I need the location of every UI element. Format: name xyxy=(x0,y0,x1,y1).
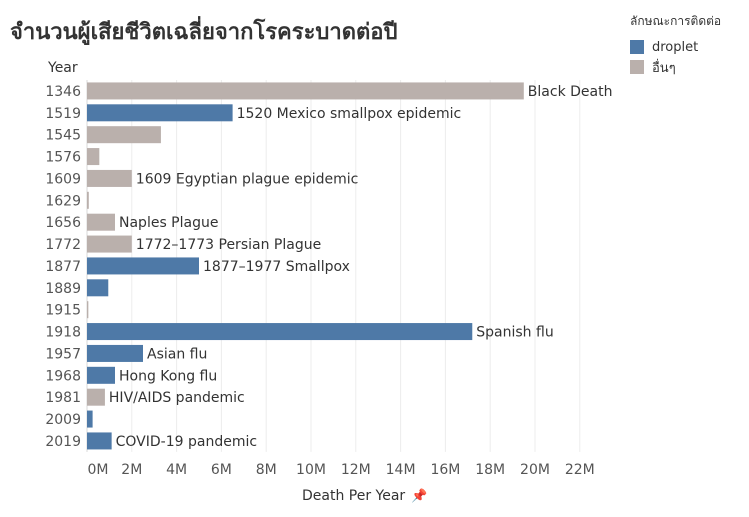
bar-1576[interactable] xyxy=(87,148,100,166)
bar-1346[interactable] xyxy=(87,82,524,100)
bar-1519[interactable] xyxy=(87,104,233,122)
data-label-1981: HIV/AIDS pandemic xyxy=(109,390,245,406)
x-tick-label-7: 14M xyxy=(386,462,416,478)
pin-icon[interactable]: 📌 xyxy=(411,489,428,504)
y-tick-label-1772: 1772 xyxy=(45,237,81,253)
legend-label-other: อื่นๆ xyxy=(652,60,676,76)
legend-label-droplet: droplet xyxy=(652,39,699,55)
y-tick-label-1629: 1629 xyxy=(45,193,81,209)
y-tick-label-1957: 1957 xyxy=(45,346,81,362)
bar-1877[interactable] xyxy=(87,257,199,275)
legend: ลักษณะการติดต่อ droplet อื่นๆ xyxy=(630,12,721,77)
y-tick-label-2009: 2009 xyxy=(45,412,81,428)
data-label-1519: 1520 Mexico smallpox epidemic xyxy=(237,106,462,122)
bar-1957[interactable] xyxy=(87,344,143,362)
x-tick-label-11: 22M xyxy=(565,462,595,478)
y-tick-label-1981: 1981 xyxy=(45,390,81,406)
x-tick-label-1: 2M xyxy=(121,462,142,478)
bar-1915[interactable] xyxy=(87,301,89,319)
data-label-1957: Asian flu xyxy=(147,346,207,362)
data-label-1609: 1609 Egyptian plague epidemic xyxy=(136,171,359,187)
data-label-1877: 1877–1977 Smallpox xyxy=(203,259,350,275)
x-tick-label-5: 10M xyxy=(296,462,326,478)
y-tick-label-1656: 1656 xyxy=(45,215,81,231)
y-tick-label-1346: 1346 xyxy=(45,84,81,100)
data-label-2019: COVID-19 pandemic xyxy=(116,434,257,450)
y-tick-label-1918: 1918 xyxy=(45,325,81,341)
data-label-1772: 1772–1773 Persian Plague xyxy=(136,237,321,253)
bar-2019[interactable] xyxy=(87,432,112,450)
y-tick-label-1889: 1889 xyxy=(45,281,81,297)
y-tick-label-1519: 1519 xyxy=(45,106,81,122)
y-tick-label-1545: 1545 xyxy=(45,128,81,144)
y-tick-label-1968: 1968 xyxy=(45,368,81,384)
x-tick-label-0: 0M xyxy=(88,462,109,478)
bar-1918[interactable] xyxy=(87,323,473,341)
x-tick-label-3: 6M xyxy=(211,462,232,478)
data-label-1918: Spanish flu xyxy=(476,325,553,341)
x-tick-label-9: 18M xyxy=(475,462,505,478)
bar-1629[interactable] xyxy=(87,191,89,209)
legend-swatch-other xyxy=(630,60,644,74)
data-label-1968: Hong Kong flu xyxy=(119,368,217,384)
y-tick-label-1576: 1576 xyxy=(45,150,81,166)
y-tick-label-2019: 2019 xyxy=(45,434,81,450)
bar-1889[interactable] xyxy=(87,279,109,297)
bar-1968[interactable] xyxy=(87,366,115,384)
y-tick-label-1609: 1609 xyxy=(45,171,81,187)
bar-1656[interactable] xyxy=(87,213,115,231)
bar-1545[interactable] xyxy=(87,126,161,144)
x-axis-label-text: Death Per Year xyxy=(302,488,406,504)
x-tick-label-10: 20M xyxy=(520,462,550,478)
x-tick-label-4: 8M xyxy=(256,462,277,478)
x-tick-label-2: 4M xyxy=(166,462,187,478)
x-tick-label-8: 16M xyxy=(430,462,460,478)
y-tick-label-1877: 1877 xyxy=(45,259,81,275)
year-axis-header: Year xyxy=(48,60,78,76)
bar-1772[interactable] xyxy=(87,235,132,253)
legend-title: ลักษณะการติดต่อ xyxy=(630,14,722,28)
legend-item-droplet[interactable]: droplet xyxy=(630,37,721,57)
data-label-1346: Black Death xyxy=(528,84,613,100)
y-tick-label-1915: 1915 xyxy=(45,303,81,319)
bar-2009[interactable] xyxy=(87,410,93,428)
x-tick-label-6: 12M xyxy=(341,462,371,478)
x-axis-label: Death Per Year 📌 xyxy=(302,488,427,504)
bar-1981[interactable] xyxy=(87,388,105,406)
legend-swatch-droplet xyxy=(630,40,644,54)
data-label-1656: Naples Plague xyxy=(119,215,218,231)
chart-title: จำนวนผู้เสียชีวิตเฉลี่ยจากโรคระบาดต่อปี xyxy=(10,20,398,45)
legend-item-other[interactable]: อื่นๆ xyxy=(630,57,721,77)
bar-1609[interactable] xyxy=(87,169,132,187)
